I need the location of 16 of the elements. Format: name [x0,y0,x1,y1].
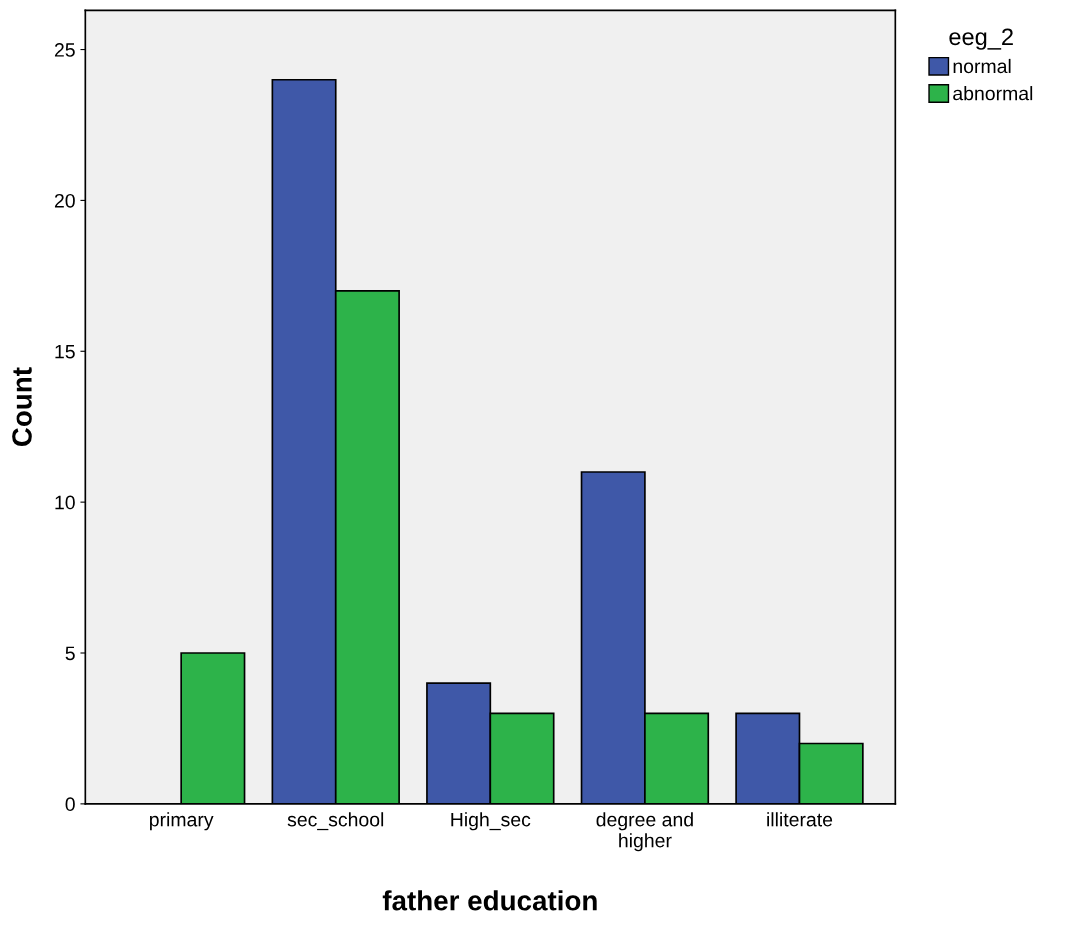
legend-label: normal [953,58,1011,74]
legend-label: abnormal [953,86,1033,101]
y-tick-label: 5 [65,646,75,661]
y-axis-title: Count [12,367,32,447]
x-tick-label: illiterate [767,812,833,827]
x-axis-title: father education [382,890,597,911]
x-tick-label: primary [150,812,214,831]
x-tick-label: degree and higher [596,812,693,852]
x-tick-label: sec_school [287,812,384,831]
y-tick-label: 20 [54,193,75,208]
y-tick-label: 15 [55,344,75,359]
legend-title: eeg_2 [949,28,1013,50]
y-tick-label: 25 [54,43,75,57]
y-tick-label: 10 [55,495,75,510]
y-tick-label: 0 [65,797,75,812]
x-tick-label: High_sec [451,812,531,831]
